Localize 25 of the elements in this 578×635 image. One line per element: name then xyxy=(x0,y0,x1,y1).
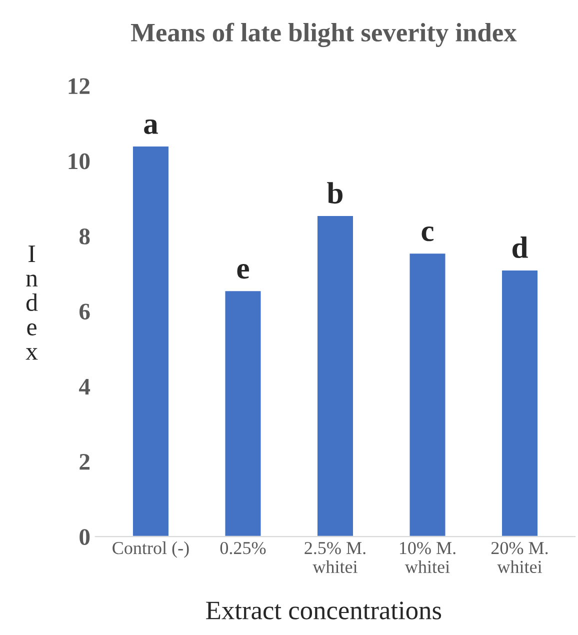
y-tick-label: 10 xyxy=(68,153,90,170)
y-tick-label: 12 xyxy=(68,78,90,94)
chart-title: Means of late blight severity index xyxy=(131,22,517,48)
y-tick-label: 0 xyxy=(80,529,90,545)
x-axis-title: Extract concentrations xyxy=(206,602,442,620)
bar xyxy=(132,145,170,537)
x-tick-label: 0.25% xyxy=(220,542,266,554)
x-tick-label: Control (-) xyxy=(112,541,189,558)
bar xyxy=(500,269,539,537)
annotation: a xyxy=(144,119,158,134)
x-tick-label: 2.5% M. whitei xyxy=(304,542,366,574)
y-tick-label: 4 xyxy=(79,378,90,394)
x-tick-label: 10% M. whitei xyxy=(400,542,456,574)
bar xyxy=(316,214,354,537)
annotation: c xyxy=(422,226,434,242)
bar xyxy=(224,290,262,537)
y-tick-label: 6 xyxy=(80,304,90,320)
y-tick-label: 8 xyxy=(79,228,90,244)
bar xyxy=(408,252,447,537)
y-tick-label: 2 xyxy=(80,454,90,470)
annotation: d xyxy=(512,236,528,258)
x-tick-label: 20% M. whitei xyxy=(491,542,548,574)
y-axis-title: Index xyxy=(26,246,38,360)
annotation: b xyxy=(327,182,342,204)
annotation: e xyxy=(237,264,249,279)
